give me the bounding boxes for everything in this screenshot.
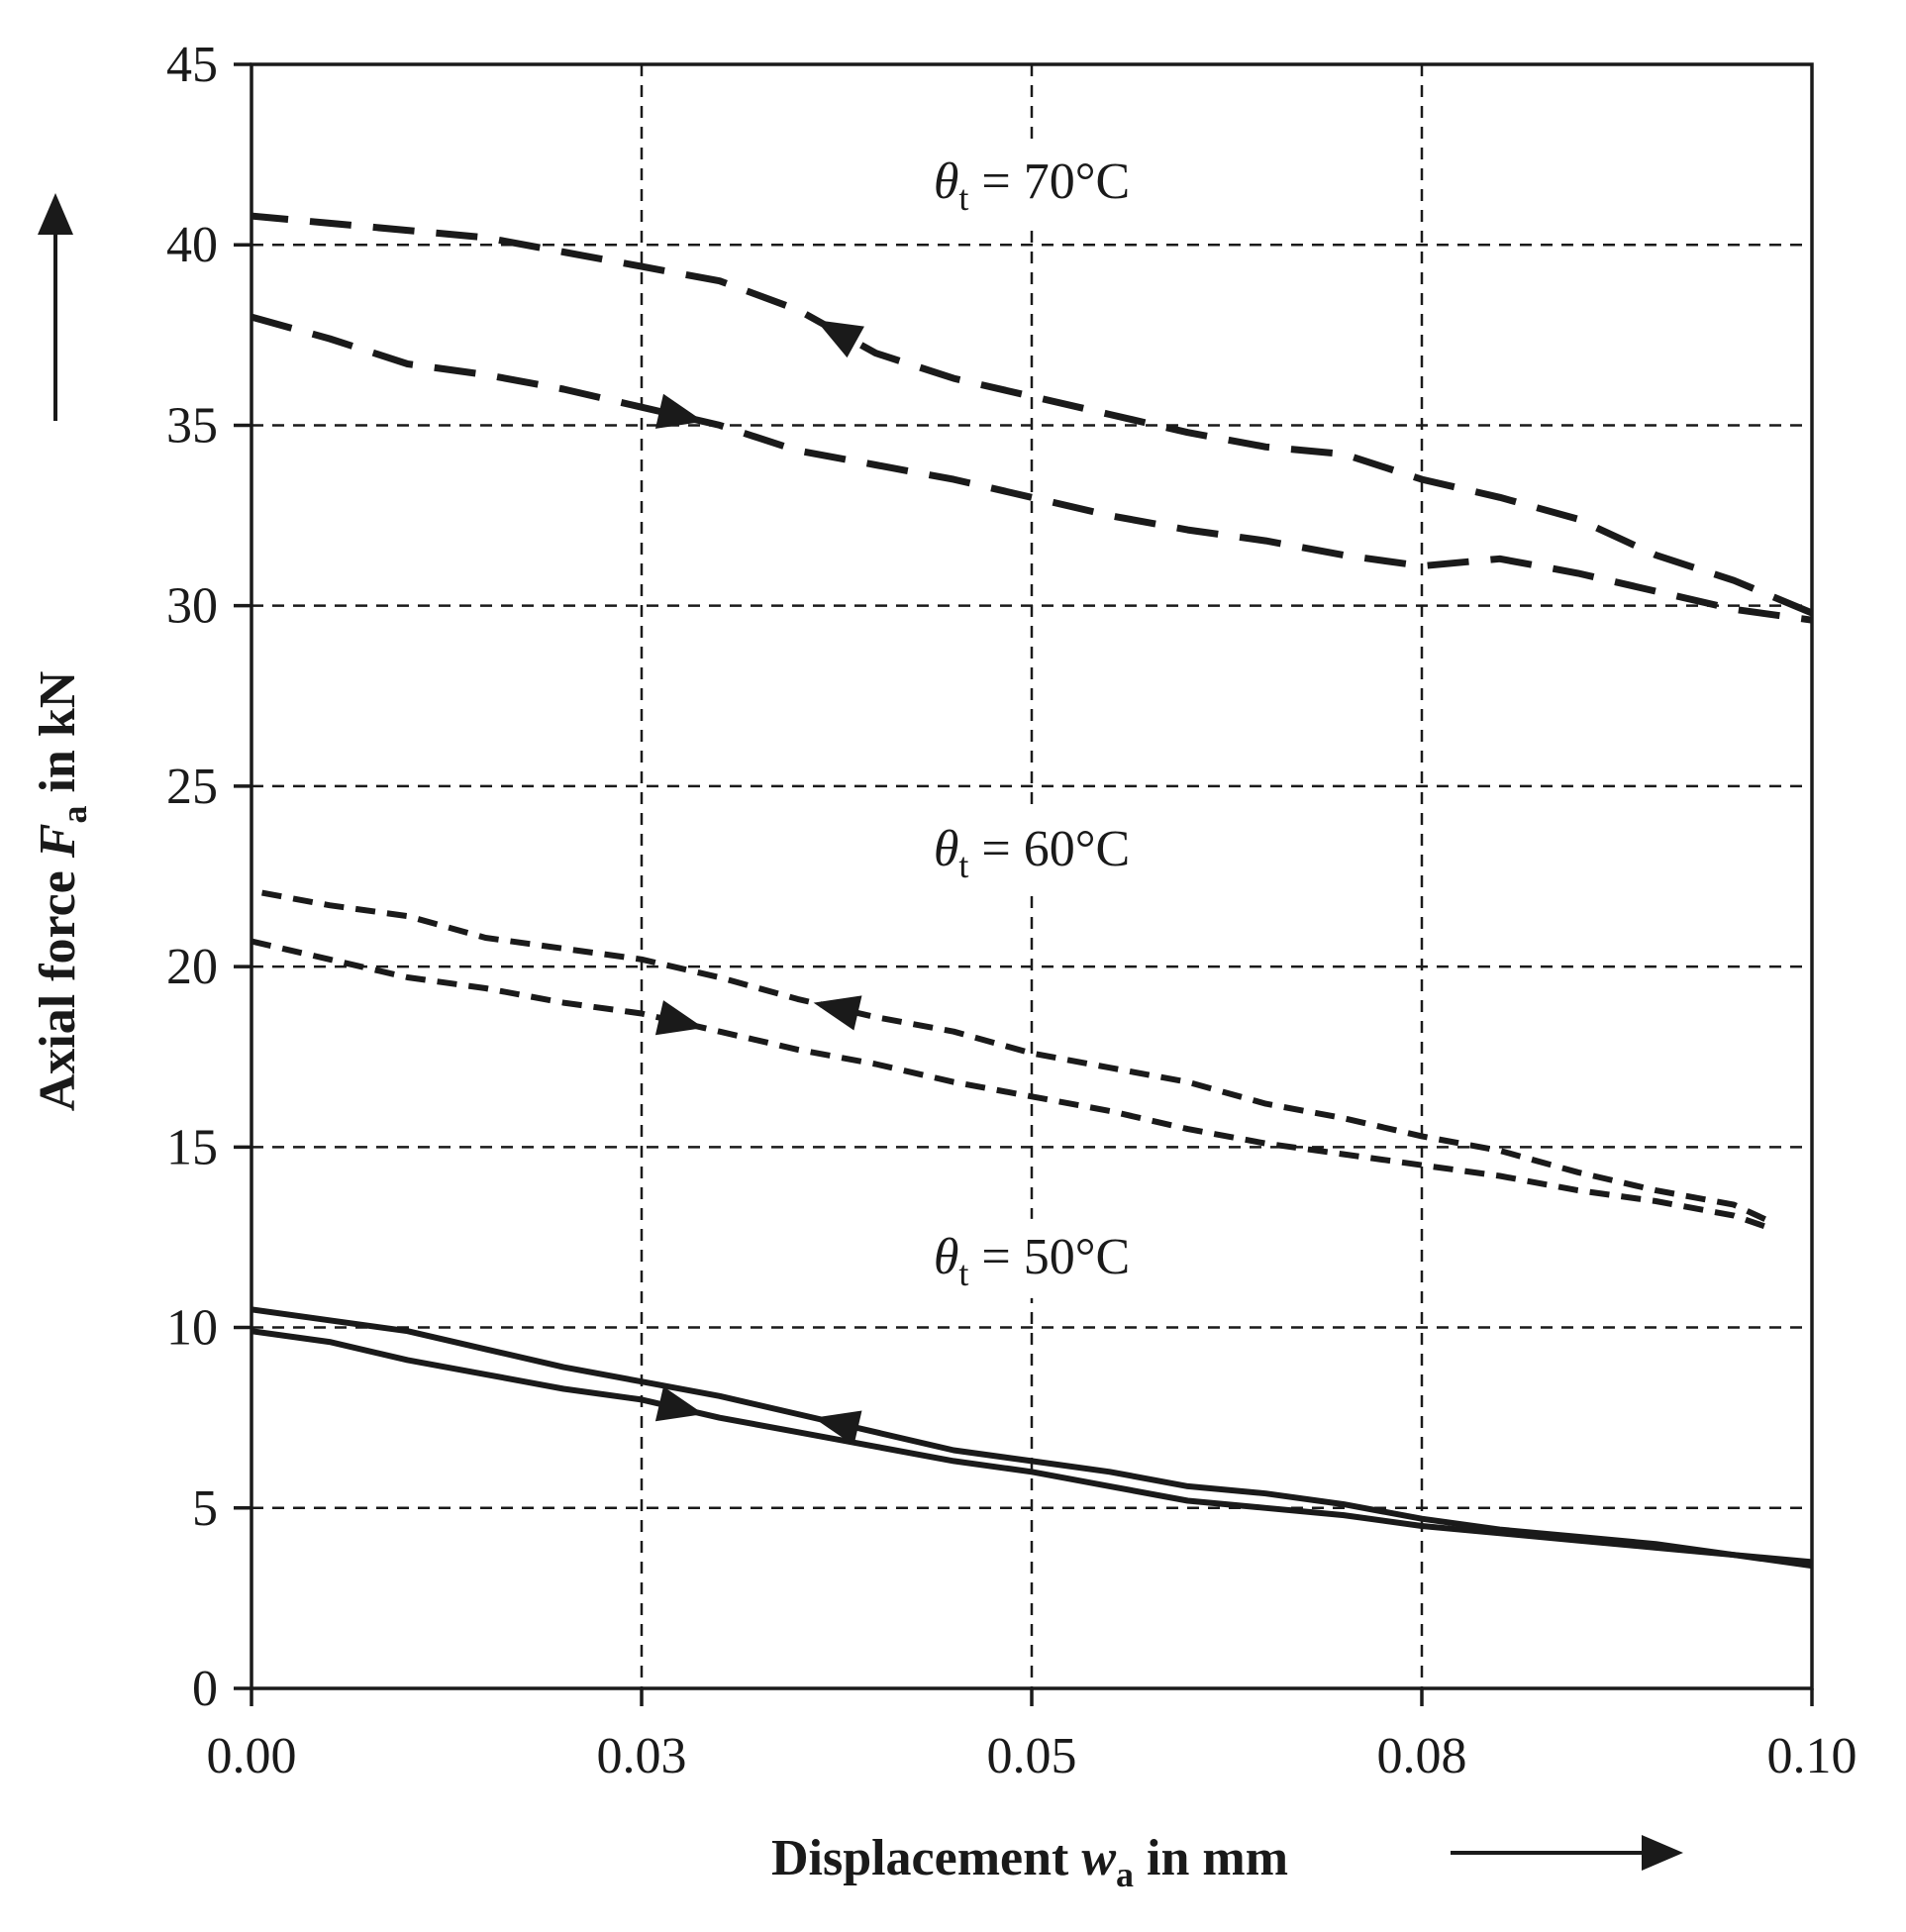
y-tick-label: 5 — [192, 1480, 218, 1537]
y-tick-label: 10 — [166, 1300, 218, 1357]
x-tick-label: 0.05 — [987, 1728, 1077, 1784]
series-line — [251, 887, 1766, 1222]
y-axis-title: Axial force Fa in kN — [30, 671, 94, 1112]
annotation-background — [873, 811, 1190, 891]
temperature-annotation: θt = 60°C — [934, 821, 1130, 885]
series-line — [251, 938, 1766, 1230]
y-tick-label: 35 — [166, 397, 218, 454]
data-series — [251, 212, 1814, 1570]
annotations: θt = 70°C θt = 60°C θt = 50°C — [873, 143, 1190, 1298]
series-line — [251, 212, 1814, 617]
direction-arrow-icon — [654, 1000, 704, 1036]
y-tick-label: 45 — [166, 37, 218, 93]
direction-arrow-icon — [813, 995, 862, 1031]
series-line — [251, 1328, 1813, 1566]
annotation-background — [873, 1218, 1190, 1298]
y-tick-label: 20 — [166, 939, 218, 995]
direction-arrow-icon — [654, 1386, 704, 1422]
x-tick-label: 0.10 — [1767, 1728, 1857, 1784]
y-tick-label: 30 — [166, 578, 218, 635]
x-tick-label: 0.08 — [1377, 1728, 1467, 1784]
x-tick-label: 0.00 — [207, 1728, 297, 1784]
direction-arrow-icon — [816, 320, 864, 358]
temperature-annotation: θt = 50°C — [934, 1229, 1130, 1293]
series-line — [251, 313, 1813, 624]
direction-arrow-icon — [813, 1410, 862, 1446]
x-tick-label: 0.03 — [597, 1728, 687, 1784]
x-axis-title: Displacement wa in mm — [771, 1830, 1288, 1894]
annotation-background — [873, 143, 1190, 223]
y-tick-label: 25 — [166, 759, 218, 815]
y-axis-arrow-icon — [38, 193, 73, 421]
direction-arrow-icon — [654, 393, 704, 429]
axis-ticks: 0 5 10 15 20 25 30 35 40 45 0.00 0.03 0.05 0.08 0.10 — [166, 37, 1857, 1784]
y-tick-label: 40 — [166, 217, 218, 273]
y-tick-label: 0 — [192, 1661, 218, 1717]
grid-lines — [251, 64, 1812, 1688]
y-tick-label: 15 — [166, 1119, 218, 1175]
temperature-annotation: θt = 70°C — [934, 153, 1130, 218]
series-line — [251, 1306, 1813, 1570]
direction-arrows — [654, 320, 864, 1446]
x-axis-arrow-icon — [1451, 1835, 1683, 1871]
